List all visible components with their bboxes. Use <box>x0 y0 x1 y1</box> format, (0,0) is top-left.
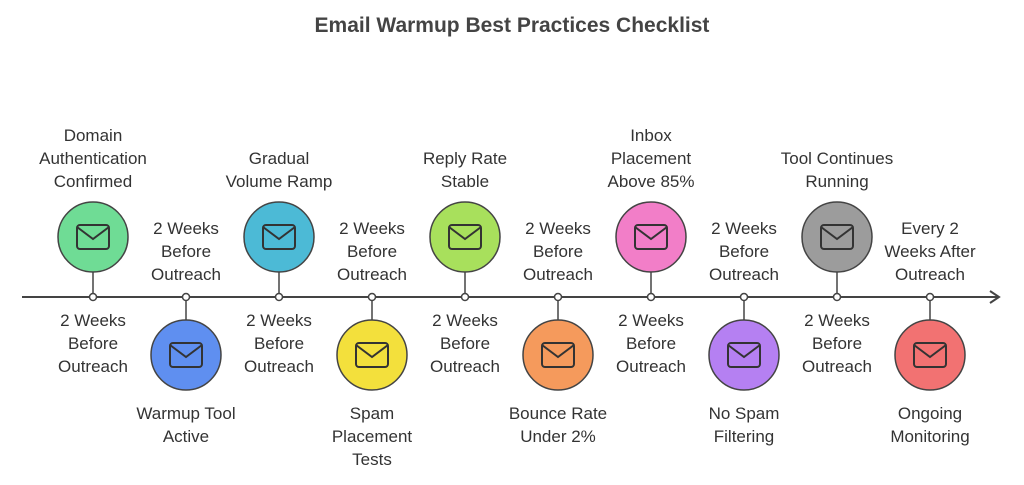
milestone-timing: 2 Weeks Before Outreach <box>430 311 500 376</box>
icon <box>169 344 203 359</box>
milestone-timing: 2 Weeks Before Outreach <box>244 311 314 376</box>
icon <box>76 224 110 250</box>
axis-dot <box>367 292 377 302</box>
milestone-label: Reply Rate Stable <box>422 149 508 191</box>
axis-dot <box>832 292 842 302</box>
axis-dot <box>181 292 191 302</box>
title: Email Warmup Best Practices Checklist <box>314 14 710 37</box>
icon <box>820 224 854 250</box>
icon <box>913 342 947 368</box>
icon-circle <box>336 319 408 391</box>
icon-circle <box>708 319 780 391</box>
icon <box>541 344 575 359</box>
milestone-timing: 2 Weeks Before Outreach <box>709 219 779 284</box>
milestone-timing: 2 Weeks Before Outreach <box>616 311 686 376</box>
icon <box>448 224 482 250</box>
axis-dot <box>274 292 284 302</box>
axis-dot <box>925 292 935 302</box>
axis-dot <box>553 292 563 302</box>
icon-circle <box>429 201 501 273</box>
icon <box>76 226 110 241</box>
icon <box>355 344 389 359</box>
milestone-label: Domain Authentication Confirmed <box>39 126 147 191</box>
icon <box>727 342 761 368</box>
milestone-timing: 2 Weeks Before Outreach <box>523 219 593 284</box>
icon <box>634 226 668 241</box>
icon <box>541 342 575 368</box>
milestone-label: No Spam Filtering <box>708 404 780 446</box>
icon <box>727 344 761 359</box>
icon-circle <box>57 201 129 273</box>
icon <box>262 224 296 250</box>
milestone-timing: 2 Weeks Before Outreach <box>802 311 872 376</box>
axis-dot <box>88 292 98 302</box>
axis-dot <box>646 292 656 302</box>
icon-circle <box>243 201 315 273</box>
icon-circle <box>894 319 966 391</box>
icon-circle <box>150 319 222 391</box>
icon <box>634 224 668 250</box>
milestone-label: Tool Continues Running <box>780 149 894 191</box>
icon <box>169 342 203 368</box>
milestone-label: Gradual Volume Ramp <box>225 149 333 191</box>
icon <box>448 226 482 241</box>
milestone-label: Ongoing Monitoring <box>890 404 970 446</box>
icon-circle <box>615 201 687 273</box>
milestone-label: Inbox Placement Above 85% <box>607 126 695 191</box>
icon-circle <box>801 201 873 273</box>
icon <box>262 226 296 241</box>
milestone-label: Warmup Tool Active <box>136 404 236 446</box>
icon <box>820 226 854 241</box>
milestone-label: Bounce Rate Under 2% <box>508 404 608 446</box>
axis-arrow <box>989 290 1001 304</box>
axis-dot <box>460 292 470 302</box>
icon <box>913 344 947 359</box>
icon-circle <box>522 319 594 391</box>
milestone-timing: 2 Weeks Before Outreach <box>151 219 221 284</box>
milestone-timing: 2 Weeks Before Outreach <box>58 311 128 376</box>
icon <box>355 342 389 368</box>
milestone-timing: 2 Weeks Before Outreach <box>337 219 407 284</box>
milestone-label: Spam Placement Tests <box>331 404 413 469</box>
axis-dot <box>739 292 749 302</box>
milestone-timing: Every 2 Weeks After Outreach <box>884 219 976 284</box>
